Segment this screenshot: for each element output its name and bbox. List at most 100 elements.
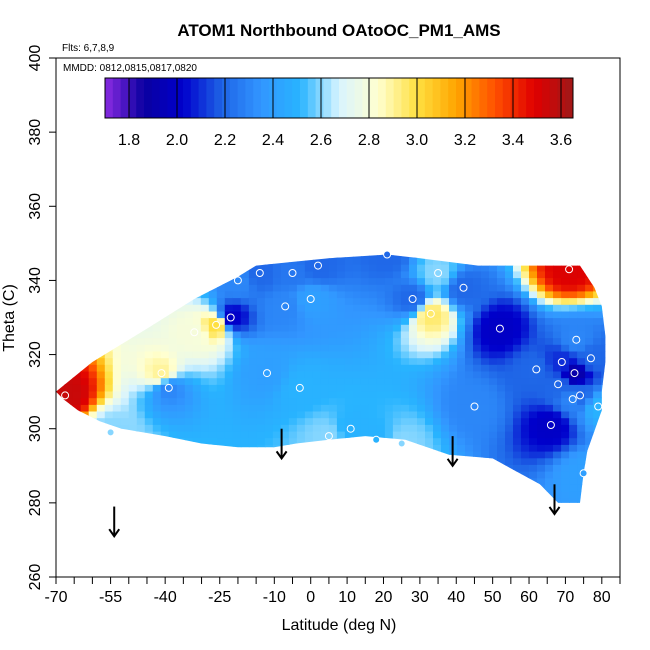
heat-cell-2116 [449,404,458,412]
heat-cell-2550 [529,310,538,319]
heat-cell-2671 [553,344,562,352]
heat-cell-2802 [577,310,586,319]
heat-cell-2365 [497,424,506,432]
heat-cell-596 [160,457,170,465]
heat-cell-1282 [288,364,298,372]
heat-cell-2505 [521,330,530,339]
heat-cell-379 [121,504,130,511]
heat-cell-578 [152,297,162,305]
heat-cell-798 [201,511,210,518]
heat-cell-2533 [529,424,538,432]
heat-cell-2312 [489,497,498,503]
heat-cell-2299 [481,304,490,312]
heat-cell-2387 [497,277,506,285]
heat-cell-2901 [601,491,606,499]
heat-cell-1556 [344,497,354,503]
heat-cell-1204 [272,324,282,332]
heat-cell-1942 [417,444,426,452]
heat-cell-608 [160,377,170,385]
colorbar-swatch-1 [112,78,122,118]
colorbar-swatch-27 [315,78,324,118]
heat-cell-2476 [513,244,522,251]
heat-cell-1529 [336,397,346,405]
heat-cell-883 [217,504,226,511]
heat-cell-1682 [368,497,378,503]
heat-cell-1720 [369,244,378,251]
heat-cell-2824 [585,444,594,452]
heat-cell-1687 [368,464,378,472]
colorbar-swatch-16 [229,78,239,118]
heat-cell-178 [80,444,90,452]
heat-cell-720 [184,471,194,479]
heat-cell-1028 [240,377,250,385]
heat-cell-1850 [400,497,410,503]
heat-cell-121 [64,264,74,272]
heat-cell-2347 [489,264,498,272]
heat-cell-2124 [449,350,458,359]
heat-cell-2105 [449,477,458,485]
data-point-15 [324,432,333,441]
heat-cell-2418 [505,350,514,359]
heat-cell-251 [89,237,98,244]
heat-cell-2973 [609,291,618,298]
heat-cell-661 [168,304,178,312]
heat-cell-425 [128,477,138,485]
heat-cell-2048 [433,297,442,305]
heat-cell-727 [184,424,194,432]
heat-cell-1597 [353,504,362,511]
heat-cell-2378 [497,337,506,345]
heat-cell-1953 [417,370,426,379]
heat-cell-1940 [417,457,426,465]
heat-cell-1744 [376,364,386,372]
heat-cell-472 [136,444,146,452]
heat-cell-2376 [497,350,506,359]
y-tick-label-4: 340 [27,267,44,294]
heat-cell-498 [136,270,146,279]
heat-cell-1640 [360,497,370,503]
heat-cell-1751 [376,317,386,325]
heat-cell-759 [192,491,202,499]
heat-cell-2893 [593,264,602,272]
heat-cell-2518 [521,244,530,251]
heat-cell-2975 [609,278,618,285]
heat-cell-2896 [593,244,602,251]
heat-cell-401 [120,357,130,365]
heat-cell-287 [96,277,106,285]
heat-cell-664 [168,284,178,292]
heat-cell-1510 [329,244,338,251]
heat-cell-482 [136,377,146,385]
heat-cell-1824 [392,390,402,399]
heat-cell-575 [152,317,162,325]
heat-cell-1993 [425,384,434,392]
heat-cell-2291 [481,357,490,365]
heat-cell-952 [224,324,234,332]
heat-cell-2277 [481,451,490,459]
heat-cell-2650 [553,484,562,492]
heat-cell-519 [144,410,154,419]
heat-cell-2261 [473,277,482,285]
heat-cell-2428 [505,284,514,292]
heat-cell-1580 [344,337,354,345]
heat-cell-1702 [368,364,378,372]
heat-cell-1375 [304,304,314,312]
heat-cell-176 [80,457,90,465]
heat-cell-1909 [409,384,418,392]
heat-cell-1635 [352,254,362,259]
heat-cell-1209 [272,290,282,299]
x-tick-label-9: 40 [447,589,465,606]
heat-cell-2620 [545,404,554,412]
heat-cell-1202 [272,337,282,345]
heat-cell-1589 [344,277,354,285]
heat-cell-180 [80,430,90,439]
heat-cell-2572 [537,444,546,452]
heat-cell-2779 [577,464,586,472]
heat-cell-2451 [513,410,522,419]
heat-cell-2660 [553,417,562,425]
heat-cell-1259 [281,237,290,244]
heat-cell-329 [104,277,114,285]
heat-cell-1495 [328,344,338,352]
heat-cell-2865 [593,451,602,459]
heat-cell-137 [72,437,82,445]
heat-cell-1758 [376,270,386,279]
heat-cell-396 [120,390,130,399]
